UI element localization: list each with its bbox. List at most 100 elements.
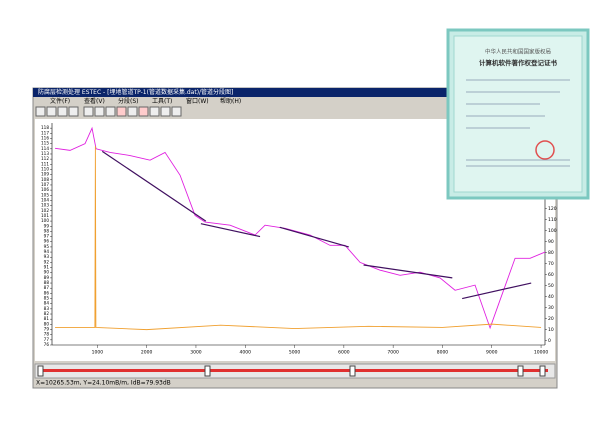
menu-item[interactable]: 工具(T) [152,98,172,105]
y-tick-label: 78 [44,332,50,337]
y2-tick-label: 120 [548,206,557,212]
tool-button[interactable] [160,106,171,117]
y-tick-label: 89 [44,275,50,280]
series-line [55,146,542,331]
series-line [101,150,207,222]
certificate-title: 计算机软件著作权登记证书 [479,58,558,67]
y-tick-label: 105 [41,192,49,197]
chart: 7677787980818283848586878889909192939495… [41,123,557,356]
tool-button[interactable] [94,106,105,117]
y-tick-label: 109 [41,172,49,177]
scroll-marker [37,365,44,377]
certificate-issuer: 中华人民共和国国家版权局 [485,48,551,56]
y-tick-label: 79 [44,327,50,332]
y-tick-label: 100 [41,218,49,223]
y2-tick-label: 40 [548,294,554,300]
y-tick-label: 116 [41,135,49,140]
scrollbar[interactable] [34,363,556,379]
y-tick-label: 117 [41,130,49,135]
menu-item[interactable]: 帮助(H) [220,97,241,105]
y2-tick-label: 100 [548,228,557,234]
y-tick-label: 115 [41,141,49,146]
y-tick-label: 101 [41,213,49,218]
tool-button[interactable] [127,106,138,117]
tool-button[interactable] [83,106,94,117]
y-tick-label: 88 [44,280,50,285]
scroll-marker [204,365,211,377]
x-tick-label: 3000 [190,350,202,356]
menu-item[interactable]: 文件(F) [50,97,70,105]
y-tick-label: 76 [44,342,50,347]
y-tick-label: 99 [44,223,50,228]
y-tick-label: 86 [44,290,50,295]
x-tick-label: 2000 [141,350,153,356]
tool-button[interactable] [105,106,116,117]
y2-tick-label: 0 [548,338,551,344]
y2-tick-label: 90 [548,239,554,245]
y-tick-label: 92 [44,259,50,264]
menu-item[interactable]: 查看(V) [84,97,105,105]
tool-button[interactable] [46,106,57,117]
certificate-seal [535,140,555,160]
y-tick-label: 77 [44,337,50,342]
series-line [462,282,532,300]
series-line [279,226,349,248]
y-tick-label: 94 [44,249,50,254]
y2-tick-label: 10 [548,327,554,333]
y-tick-label: 114 [41,146,49,151]
certificate: 中华人民共和国国家版权局 计算机软件著作权登记证书 [446,28,590,200]
tool-button[interactable] [149,106,160,117]
y-tick-label: 108 [41,177,49,182]
window-title: 防腐层检测处理 ESTEC - [埋地管道TP-1(管道数据采集.dat)/管道… [38,88,233,96]
tool-button[interactable] [171,106,182,117]
y-tick-label: 97 [44,234,50,239]
tool-button[interactable] [116,106,127,117]
y-tick-label: 102 [41,208,49,213]
x-tick-label: 6000 [338,350,350,356]
y-tick-label: 95 [44,244,50,249]
y-tick-label: 83 [44,306,50,311]
y2-tick-label: 80 [548,250,554,256]
menu-item[interactable]: 分段(S) [118,97,139,105]
y2-tick-label: 20 [548,316,554,322]
y-tick-label: 110 [41,166,49,171]
y-tick-label: 90 [44,270,50,275]
status-text: X=10265.53m, Y=24.10mB/m, IdB=79.93dB [36,380,171,387]
toolbar [35,106,182,117]
y2-tick-label: 110 [548,217,557,223]
tool-button[interactable] [138,106,149,117]
y-tick-label: 96 [44,239,50,244]
y-tick-label: 111 [41,161,49,166]
y-tick-label: 107 [41,182,49,187]
y-tick-label: 85 [44,296,50,301]
title-bar [33,88,557,97]
y-tick-label: 82 [44,311,50,316]
y-tick-label: 93 [44,254,50,259]
x-tick-label: 7000 [387,350,399,356]
menu-bar: 文件(F) 查看(V) 分段(S) 工具(T) 窗口(W) 帮助(H) [50,97,241,105]
y-tick-label: 84 [44,301,50,306]
y-tick-label: 104 [41,197,49,202]
tool-button[interactable] [57,106,68,117]
y2-tick-label: 70 [548,261,554,267]
y2-tick-label: 50 [548,283,554,289]
x-tick-label: 9000 [486,350,498,356]
x-tick-label: 10000 [534,350,548,356]
x-tick-label: 5000 [289,350,301,356]
x-tick-label: 8000 [437,350,449,356]
y-tick-label: 118 [41,125,49,130]
y-tick-label: 106 [41,187,49,192]
scroll-marker [517,365,524,377]
x-tick-label: 1000 [92,350,104,356]
tool-button[interactable] [68,106,79,117]
menu-item[interactable]: 窗口(W) [186,97,209,105]
y-tick-label: 91 [44,265,50,270]
x-tick-label: 4000 [240,350,252,356]
series-line [200,223,261,238]
y2-tick-label: 30 [548,305,554,311]
y2-tick-label: 60 [548,272,554,278]
scroll-marker [349,365,356,377]
y-tick-label: 112 [41,156,49,161]
tool-button[interactable] [35,106,46,117]
y-tick-label: 113 [41,151,49,156]
